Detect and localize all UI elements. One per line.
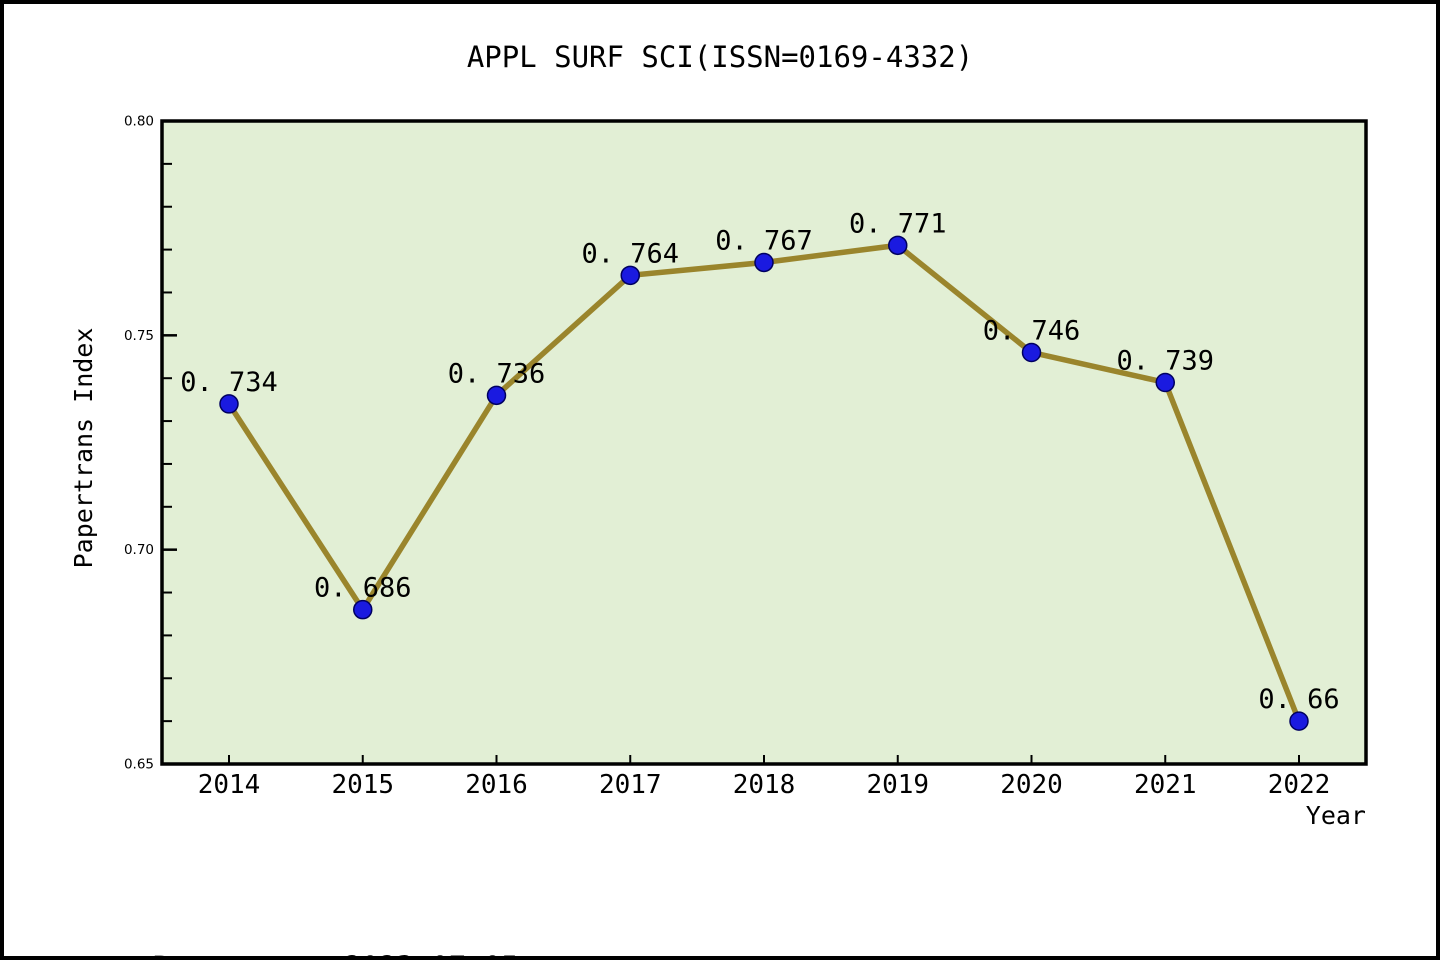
point-value-label: 0. 66 bbox=[1258, 684, 1339, 715]
y-tick-label: 0.80 bbox=[124, 114, 154, 130]
x-tick-label: 2019 bbox=[866, 770, 929, 800]
data-point bbox=[486, 385, 507, 406]
y-tick-label: 0.75 bbox=[124, 328, 154, 344]
x-tick-label: 2015 bbox=[331, 770, 394, 800]
point-value-label: 0. 739 bbox=[1116, 345, 1214, 376]
data-point bbox=[888, 235, 908, 256]
y-tick-label: 0.65 bbox=[124, 757, 154, 773]
x-tick-label: 2018 bbox=[733, 770, 796, 800]
plot-frame bbox=[160, 119, 1368, 766]
point-value-label: 0. 771 bbox=[849, 208, 947, 239]
data-point bbox=[219, 394, 239, 414]
point-value-label: 0. 764 bbox=[581, 238, 679, 269]
x-axis-ticks: 2014 2015 2016 2017 2018 2019 2020 2021 2022 bbox=[198, 755, 1331, 800]
data-series bbox=[219, 235, 1309, 731]
data-point bbox=[1155, 372, 1175, 393]
plot-area bbox=[162, 121, 1366, 764]
x-tick-label: 2014 bbox=[198, 770, 261, 800]
x-tick-label: 2021 bbox=[1134, 770, 1197, 800]
data-point bbox=[1021, 342, 1042, 363]
x-tick-label: 2022 bbox=[1268, 770, 1331, 800]
y-tick-label: 0.70 bbox=[124, 542, 154, 558]
x-tick-label: 2016 bbox=[465, 770, 528, 800]
point-value-label: 0. 746 bbox=[983, 315, 1081, 346]
y-axis-title: Papertrans Index bbox=[69, 328, 98, 569]
point-value-label: 0. 736 bbox=[448, 358, 546, 389]
point-labels: 0. 734 0. 686 0. 736 0. 764 0. 767 0. 771 0. 7… bbox=[180, 208, 1339, 715]
x-axis-title: Year bbox=[1306, 801, 1366, 830]
data-point bbox=[353, 599, 373, 620]
data-point bbox=[620, 265, 640, 286]
x-tick-label: 2020 bbox=[1000, 770, 1063, 800]
line-chart: 0.650.700.750.80 2014 2015 2016 2017 2018 201… bbox=[69, 114, 1368, 830]
point-value-label: 0. 686 bbox=[314, 573, 412, 604]
point-value-label: 0. 734 bbox=[180, 367, 278, 398]
data-point bbox=[754, 252, 774, 273]
chart-footer: Papertrans 2023-07-05 Copyright_02 bbox=[152, 842, 519, 956]
x-tick-label: 2017 bbox=[599, 770, 662, 800]
footer-line-1: Papertrans 2023-07-05 bbox=[152, 942, 519, 956]
chart-title: APPL SURF SCI(ISSN=0169-4332) bbox=[466, 40, 974, 74]
point-value-label: 0. 767 bbox=[715, 225, 813, 256]
data-point bbox=[1289, 711, 1309, 731]
